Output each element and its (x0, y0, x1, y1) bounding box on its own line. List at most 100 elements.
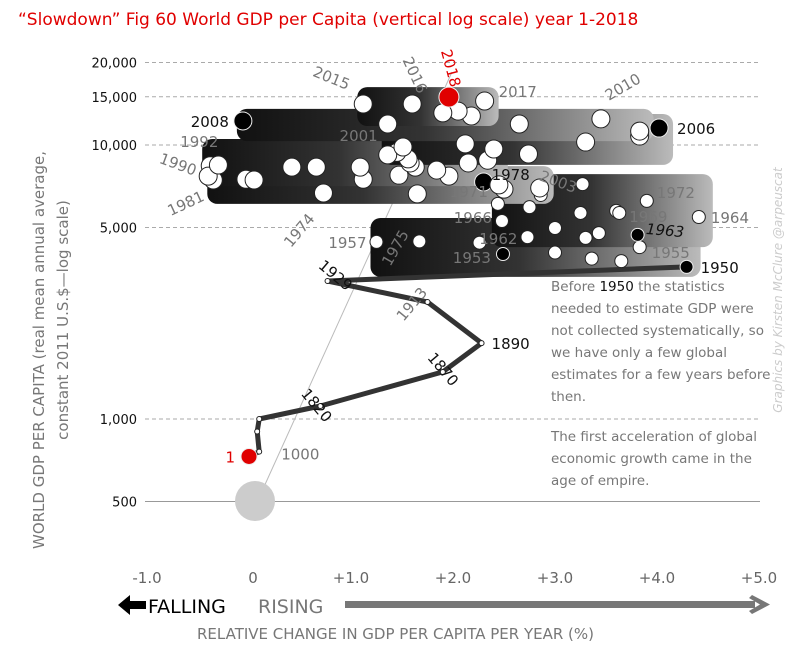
data-point-1958 (412, 234, 427, 249)
note-text: the statistics needed to estimate GDP we… (551, 279, 771, 405)
x-tick-label: +5.0 (741, 569, 777, 587)
data-point-2005 (576, 132, 596, 152)
data-point-2008 (233, 111, 253, 131)
annotation-empire: The first acceleration of global economi… (551, 429, 758, 489)
arrow-left-icon (118, 595, 146, 615)
x-tick-label: +1.0 (333, 569, 369, 587)
x-tick-label: +4.0 (639, 569, 675, 587)
data-point-2011 (630, 121, 650, 141)
data-point-1957 (369, 234, 384, 249)
data-point-1890 (478, 340, 485, 347)
data-point-1988 (389, 165, 409, 185)
credit: Graphics by Kirsten McClure @arpeuscat (771, 167, 785, 413)
data-point-1950 (679, 259, 694, 274)
data-point-1929 (324, 277, 331, 284)
year-label-1950: 1950 (701, 259, 739, 277)
rising-label: RISING (258, 596, 324, 618)
data-point-2017 (475, 91, 495, 111)
data-point-1965 (573, 205, 588, 220)
data-point-2000 (455, 134, 475, 154)
data-point-2016 (402, 94, 422, 114)
data-point-1993 (427, 160, 447, 180)
data-point-1000 (256, 448, 263, 455)
year-label-1992: 1992 (180, 133, 218, 151)
origin-circle (235, 481, 275, 521)
data-point-1972 (639, 193, 654, 208)
rising-arrow-shaft (345, 601, 755, 608)
data-point-1987 (350, 157, 370, 177)
year-label-1890: 1890 (492, 335, 530, 353)
data-point-1961 (548, 220, 562, 235)
data-point-2015 (353, 94, 373, 114)
x-axis-title: RELATIVE CHANGE IN GDP PER CAPITA PER YE… (197, 625, 595, 643)
data-point-1955 (632, 240, 647, 255)
data-point-1952 (584, 251, 599, 266)
year-label-2008: 2008 (191, 113, 229, 131)
data-point-1964 (691, 210, 706, 225)
year-label-1000: 1000 (281, 446, 319, 464)
data-point-1995 (458, 153, 478, 173)
data-point-1966 (494, 213, 509, 228)
y-tick-label: 10,000 (92, 139, 138, 154)
x-tick-label: -1.0 (132, 569, 161, 587)
data-point-1971 (490, 196, 505, 211)
year-label-1971: 1971 (450, 183, 488, 201)
data-point-1969 (612, 205, 627, 220)
falling-label: FALLING (148, 596, 226, 618)
arrow-right-icon (749, 595, 770, 614)
data-point-1913 (424, 299, 431, 306)
data-point-1986 (306, 157, 326, 177)
data-point-1979 (489, 175, 509, 195)
x-tick-label: 0 (248, 569, 258, 587)
data-point-2009 (378, 114, 398, 134)
data-point-1992 (208, 155, 228, 175)
historical-path (246, 264, 690, 459)
data-point-1600 (256, 416, 263, 422)
chart-title: “Slowdown” Fig 60 World GDP per Capita (… (18, 10, 639, 30)
data-point-2003 (518, 144, 538, 164)
note-text: Before (551, 279, 600, 295)
data-point-1870 (439, 368, 446, 375)
data-point-1820 (317, 403, 324, 410)
year-label-1953: 1953 (453, 249, 491, 267)
year-label-1990: 1990 (157, 150, 199, 180)
data-point-1963 (630, 227, 645, 242)
data-point-1962 (520, 230, 535, 245)
year-label-1957: 1957 (328, 234, 366, 252)
data-point-1973 (575, 177, 590, 192)
rising-arrow (345, 595, 770, 614)
year-label-2017: 2017 (499, 83, 537, 101)
data-point-2004 (509, 114, 529, 134)
y-tick-label: 5,000 (100, 221, 137, 236)
data-point-1974 (313, 183, 333, 203)
falling-arrow (118, 595, 146, 615)
year-label-1972: 1972 (657, 184, 695, 202)
data-point-1953 (495, 247, 510, 262)
data-point-1959 (578, 230, 593, 245)
data-point-1960 (591, 226, 606, 241)
year-label-2001: 2001 (340, 127, 378, 145)
y-axis-title-line2: constant 2011 U.S.$—log scale) (54, 200, 72, 440)
data-point-1967 (522, 200, 537, 215)
annotation-pre-1950: Before 1950 the statistics needed to est… (551, 276, 771, 408)
note-year: 1950 (599, 279, 634, 295)
year-label-2010: 2010 (602, 70, 644, 105)
data-point-1500 (254, 428, 261, 435)
year-label-1974: 1974 (280, 210, 318, 251)
year-label-1: 1 (225, 448, 235, 466)
year-label-1962: 1962 (479, 230, 517, 248)
data-point-2018 (438, 86, 460, 108)
data-point-2010 (591, 109, 611, 129)
data-point-1976 (530, 178, 550, 198)
data-point-1956 (472, 235, 487, 250)
data-point-1954 (548, 245, 562, 260)
year-label-2018: 2018 (437, 47, 464, 89)
year-label-1963: 1963 (645, 220, 685, 241)
y-tick-label: 1,000 (100, 413, 137, 428)
data-point-2002 (393, 137, 413, 157)
year-label-1929: 1929 (315, 256, 356, 294)
year-label-1978: 1978 (492, 166, 530, 184)
year-label-1913: 1913 (393, 284, 431, 325)
year-label-1964: 1964 (711, 209, 749, 227)
